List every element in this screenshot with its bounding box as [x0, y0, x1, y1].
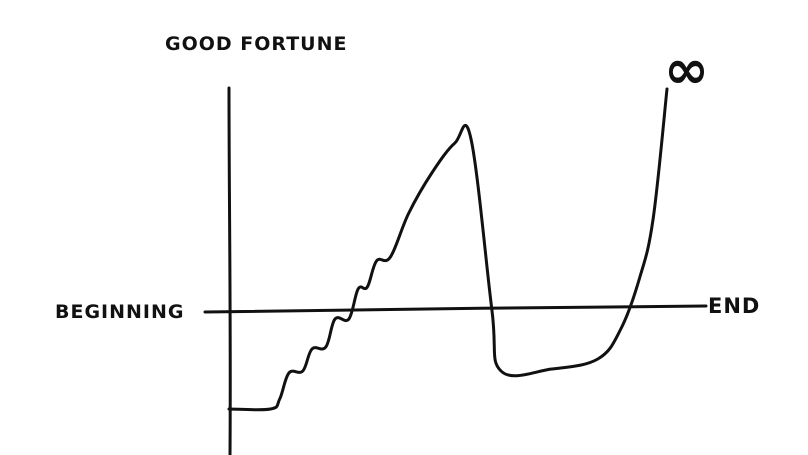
data-point-0-22 [638, 277, 641, 281]
series-line-0 [227, 87, 669, 412]
data-point-0-19 [550, 367, 553, 371]
x-axis [203, 304, 708, 314]
y-axis-label: GOOD FORTUNE [165, 33, 347, 55]
data-point-0-17 [490, 307, 493, 311]
data-point-0-1 [269, 407, 272, 411]
data-point-0-10 [366, 285, 369, 289]
y-axis [227, 86, 232, 455]
data-point-0-18 [499, 369, 503, 373]
data-point-0-20 [596, 357, 599, 361]
data-point-0-14 [430, 171, 433, 175]
data-point-0-4 [301, 369, 304, 373]
data-point-0-7 [333, 317, 337, 321]
data-point-0-9 [356, 287, 360, 291]
data-point-0-23 [651, 217, 655, 221]
x-start-label: BEGINNING [55, 301, 185, 323]
data-point-0-6 [324, 345, 327, 349]
infinity-annotation: ∞ [664, 38, 710, 101]
series-layer [227, 87, 669, 412]
data-point-0-8 [347, 317, 351, 321]
data-point-0-16 [469, 137, 473, 141]
data-point-0-3 [287, 371, 291, 375]
data-point-0-24 [665, 87, 669, 91]
data-point-0-21 [619, 327, 622, 331]
data-point-0-15 [453, 141, 457, 145]
data-point-0-2 [278, 397, 281, 401]
data-point-0-13 [407, 211, 410, 215]
data-point-0-5 [310, 347, 314, 351]
data-point-0-0 [227, 407, 231, 411]
data-point-0-12 [389, 255, 392, 259]
data-point-0-11 [375, 259, 378, 263]
x-end-label: END [708, 294, 760, 318]
